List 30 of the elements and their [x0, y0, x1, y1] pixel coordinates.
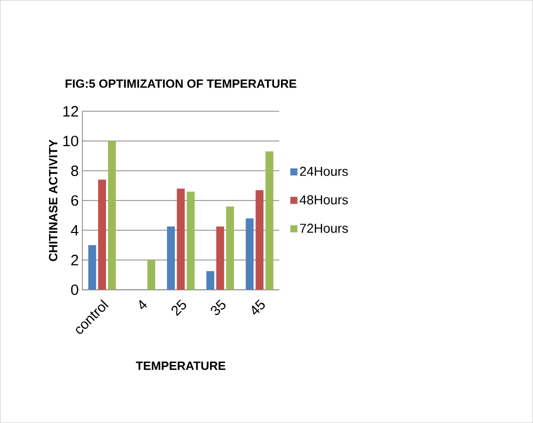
bar	[108, 140, 116, 290]
bar	[226, 206, 234, 290]
legend-label: 24Hours	[300, 166, 348, 176]
bar	[246, 218, 254, 290]
bar	[167, 226, 175, 290]
chart-title: FIG:5 OPTIMIZATION OF TEMPERATURE	[66, 79, 296, 88]
bar	[206, 271, 214, 290]
x-tick-label: 4	[139, 300, 147, 310]
y-tick-label: 4	[70, 225, 78, 236]
y-tick-label: 0	[71, 284, 78, 295]
y-tick-label: 8	[71, 165, 78, 176]
x-tick-label: 25	[172, 300, 186, 316]
y-tick-label: 2	[71, 254, 78, 266]
y-tick-label: 10	[63, 136, 78, 146]
bar	[147, 260, 156, 290]
x-tick-label: 35	[210, 300, 226, 316]
bar	[176, 188, 185, 290]
bar	[88, 245, 96, 290]
y-tick-label: 12	[63, 106, 78, 116]
y-tick-label: 6	[71, 195, 78, 206]
bar	[216, 226, 224, 290]
x-axis-title: TEMPERATURE	[136, 362, 226, 370]
bar	[256, 190, 264, 290]
x-tick-label: 45	[252, 299, 265, 315]
y-axis-title: CHITINASE ACTIVITY	[48, 140, 58, 262]
legend-label: 72Hours	[300, 224, 348, 233]
bar	[186, 192, 195, 290]
bar	[265, 151, 274, 290]
bar	[98, 180, 106, 290]
legend-label: 48Hours	[300, 195, 348, 204]
